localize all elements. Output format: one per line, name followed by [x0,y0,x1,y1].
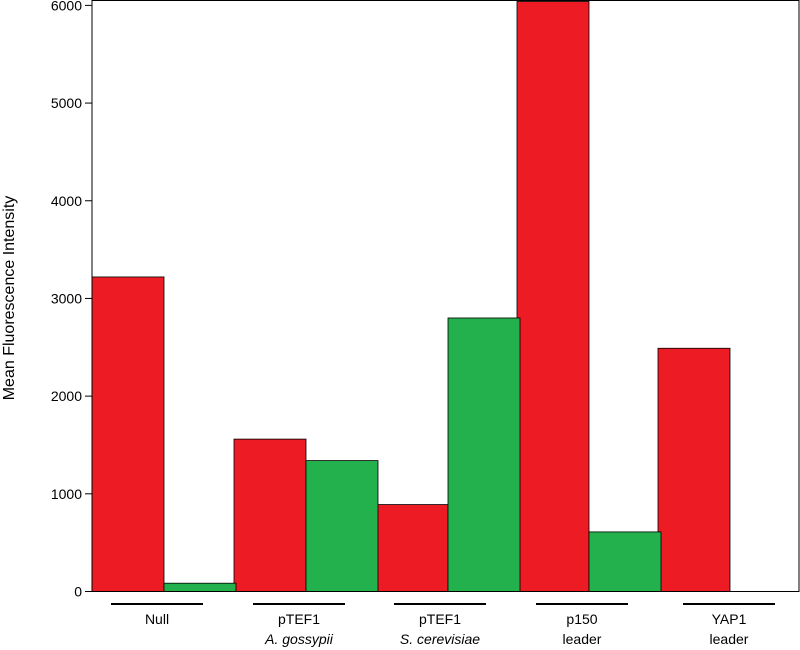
category-label: Null [145,611,169,627]
bars [91,1,731,592]
category-label: pTEF1 [419,611,461,627]
y-tick-label: 5000 [51,95,82,111]
y-tick-label: 6000 [51,0,82,13]
category-sublabel: leader [563,631,602,647]
y-tick-label: 1000 [51,486,82,502]
bar-red [233,438,307,592]
category-label: YAP1 [712,611,747,627]
y-tick-label: 3000 [51,290,82,306]
bar-green [588,531,662,592]
bar-red [657,347,731,592]
x-axis-categories: Null pTEF1 A. gossypii pTEF1 S. cerevisiae p1… [111,603,775,647]
y-tick-label: 2000 [51,388,82,404]
category-sublabel: S. cerevisiae [400,631,480,647]
plot-frame [91,0,800,592]
y-axis: 0 1000 2000 3000 4000 5000 6000 [51,0,92,600]
y-tick-label: 4000 [51,193,82,209]
bar-green [447,317,521,592]
category-label: p150 [566,611,597,627]
bar-red [516,1,590,592]
category-sublabel: leader [710,631,749,647]
bar-green [305,460,379,592]
category-sublabel: A. gossypii [264,631,334,647]
category-label: pTEF1 [278,611,320,627]
y-tick-label: 0 [74,584,82,600]
bar-green [163,582,237,592]
bar-red [375,504,449,592]
y-axis-title: Mean Fluorescence Intensity [1,196,18,401]
bar-red [91,276,165,592]
